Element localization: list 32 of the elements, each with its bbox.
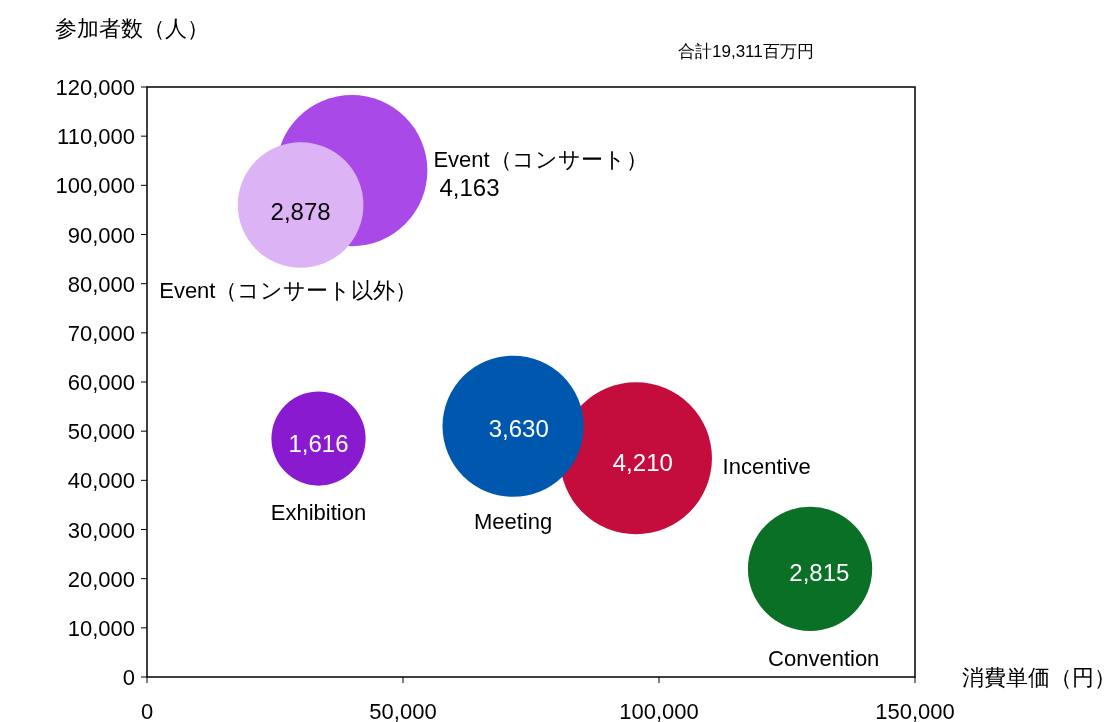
y-tick-label: 100,000 <box>55 173 135 199</box>
series-label: Convention <box>768 645 880 671</box>
x-axis-title: 消費単価（円） <box>962 665 1116 690</box>
y-tick-label: 50,000 <box>67 419 135 445</box>
data-label: 4,210 <box>612 449 673 477</box>
series-label: Incentive <box>722 453 811 479</box>
y-tick-label: 120,000 <box>55 75 135 100</box>
text: 合計19,311百万円 <box>678 42 814 61</box>
y-tick-label: 70,000 <box>67 320 135 346</box>
data-label: 2,878 <box>270 198 331 226</box>
y-tick-label: 40,000 <box>67 468 135 494</box>
y-tick-label: 80,000 <box>67 271 135 297</box>
x-tick-label: 100,000 <box>619 699 699 722</box>
data-label: 1,616 <box>288 430 349 458</box>
data-label: 2,815 <box>789 558 850 586</box>
series-label: Meeting <box>473 508 553 534</box>
series-label: Event（コンサート以外） <box>159 277 418 303</box>
y-tick-label: 110,000 <box>57 124 135 150</box>
series-label: Exhibition <box>270 499 367 525</box>
data-label: 3,630 <box>488 414 549 442</box>
series-label: Event（コンサート） <box>433 147 648 173</box>
y-tick-label: 20,000 <box>67 566 135 592</box>
x-tick-label: 150,000 <box>875 699 955 722</box>
y-tick-label: 0 <box>122 665 135 690</box>
x-tick-label: 50,000 <box>369 699 437 722</box>
data-label: 4,163 <box>439 174 500 202</box>
y-tick-label: 30,000 <box>67 517 135 543</box>
x-tick-label: 0 <box>140 699 154 722</box>
y-tick-label: 10,000 <box>67 615 135 641</box>
y-axis-title: 参加者数（人） <box>55 16 209 41</box>
y-tick-label: 90,000 <box>67 222 135 248</box>
y-tick-label: 60,000 <box>67 370 135 395</box>
